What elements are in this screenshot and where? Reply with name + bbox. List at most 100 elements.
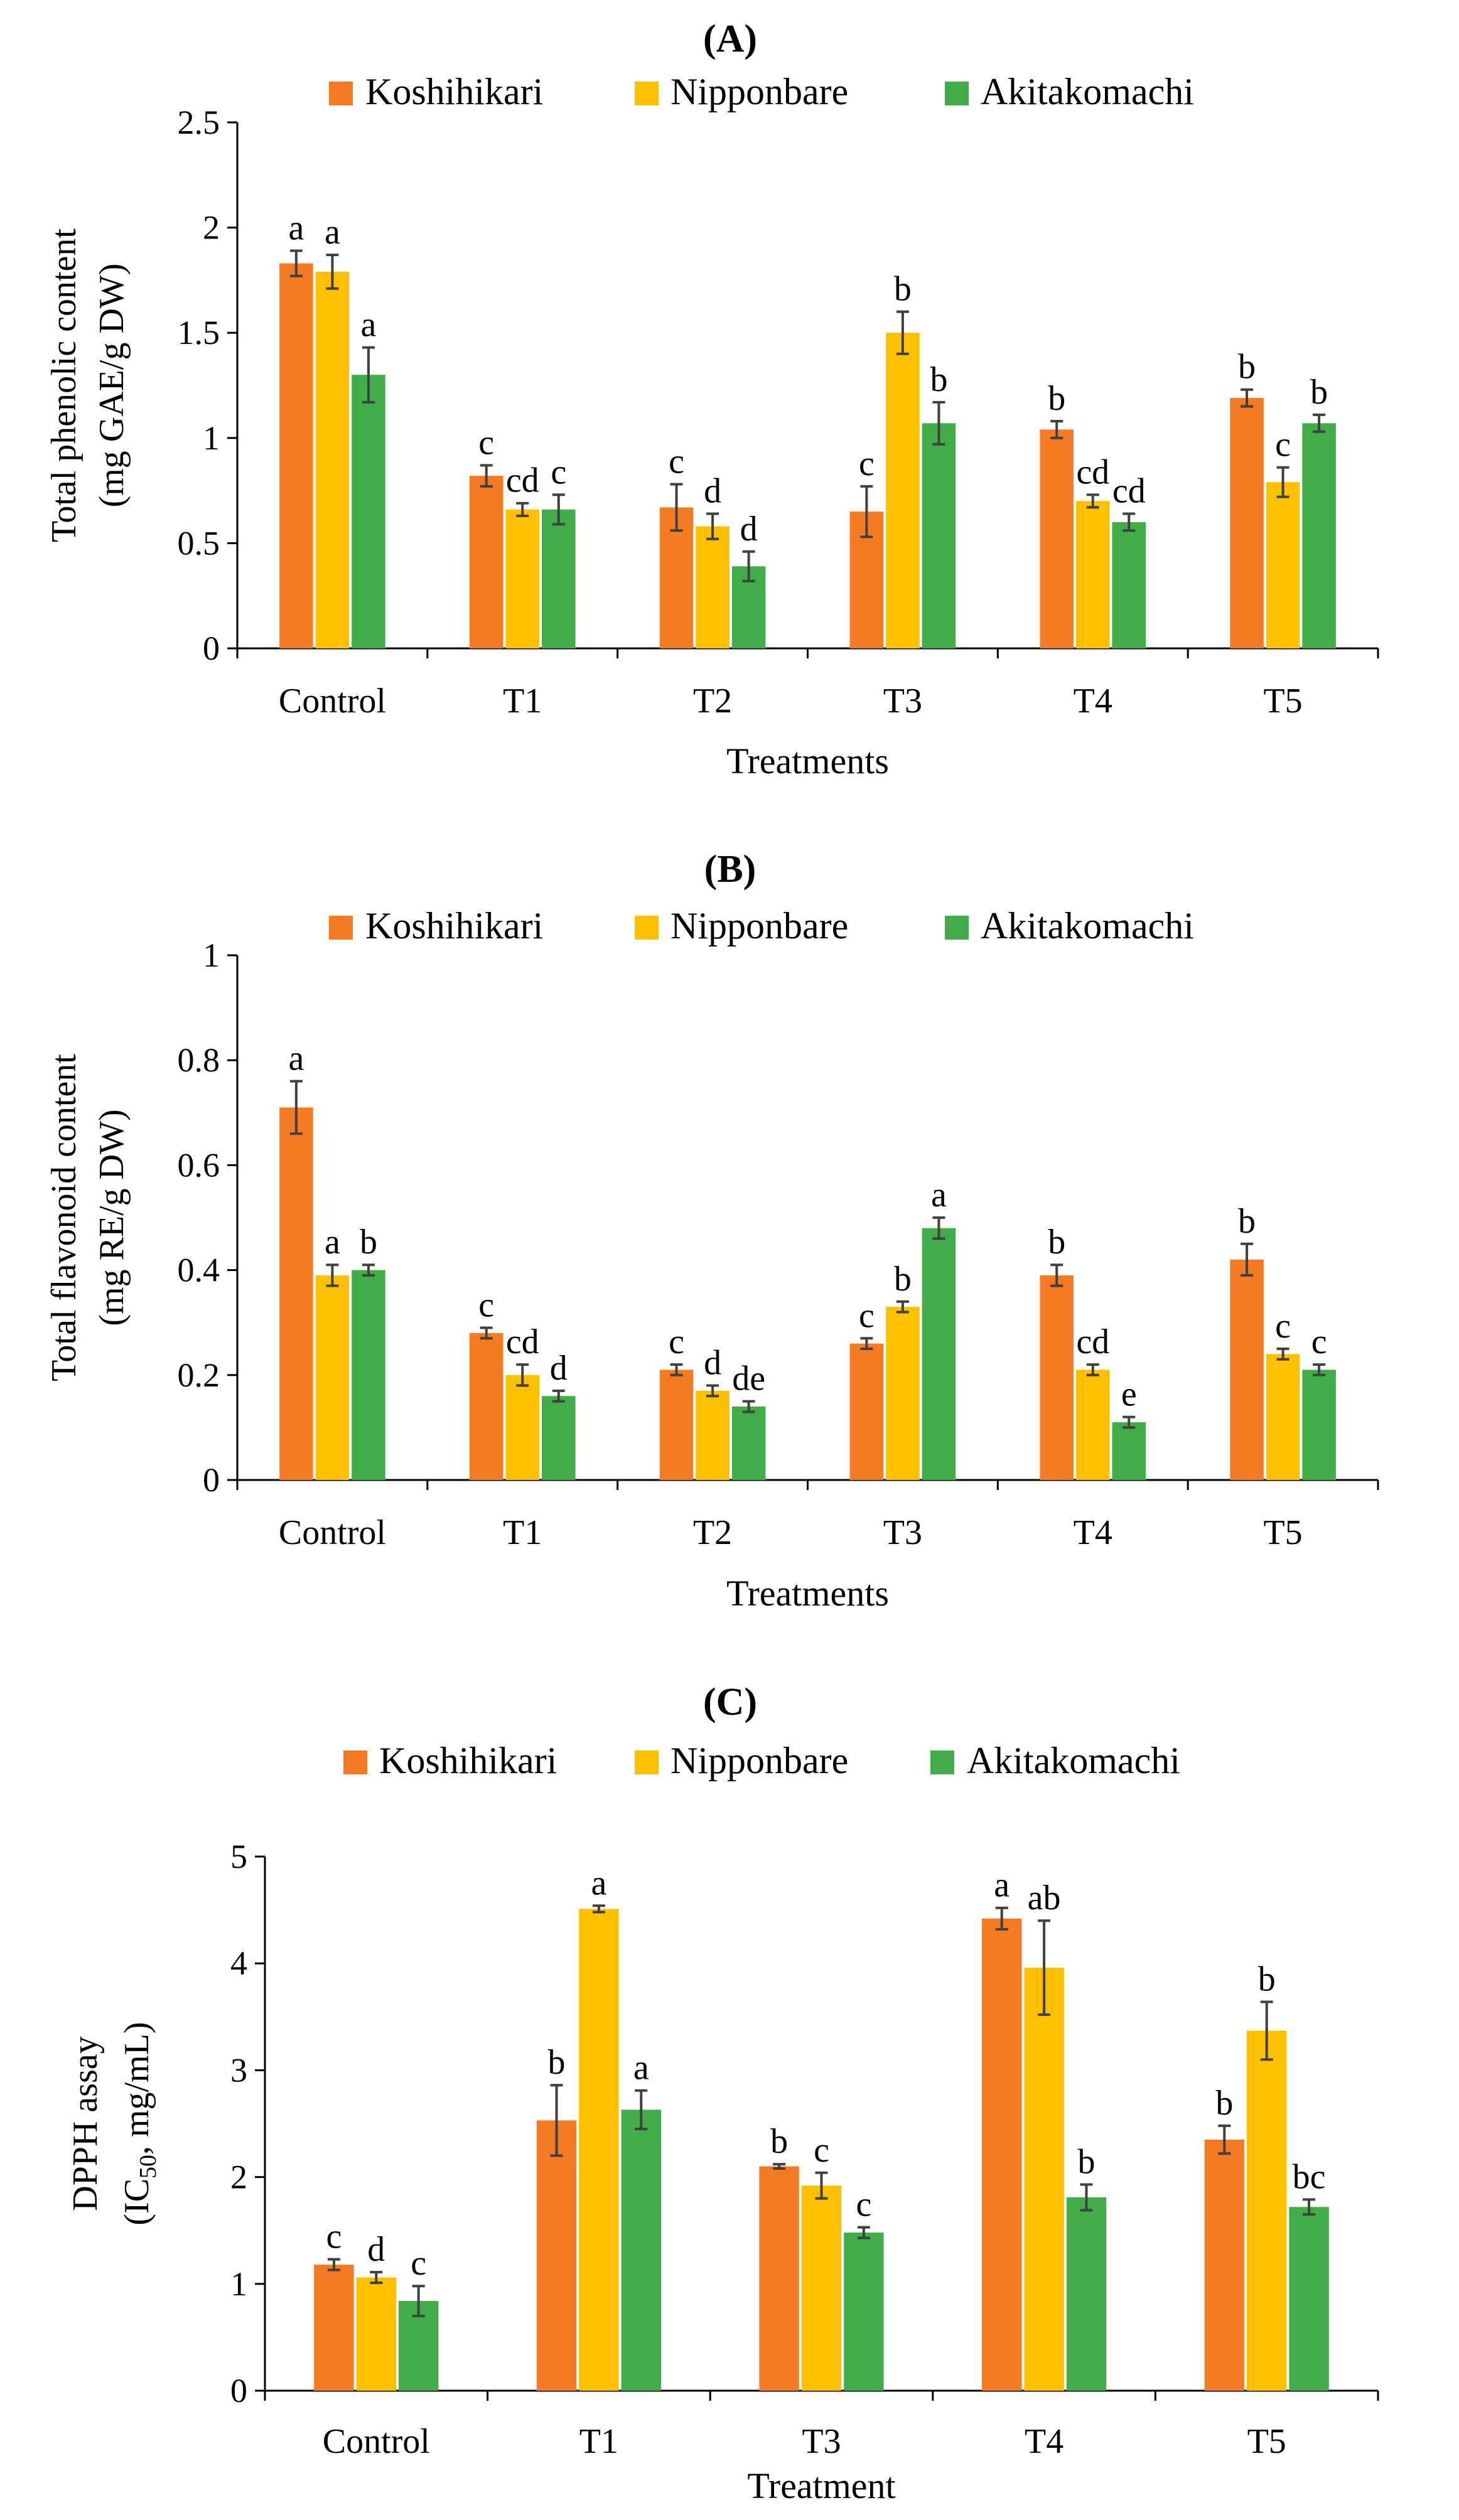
bar-akitakomachi-t3 [922, 423, 956, 648]
legend-label-koshihikari: Koshihikari [365, 905, 543, 946]
legend-label-koshihikari: Koshihikari [379, 1740, 557, 1781]
significance-letter: c [326, 2217, 342, 2256]
y-axis-label-line2: (IC50, mg/mL) [117, 2022, 161, 2225]
bar-akitakomachi-t4 [1112, 522, 1146, 648]
legend-swatch-nipponbare [635, 1751, 659, 1774]
x-tick-label: T1 [579, 2422, 618, 2461]
bar-koshihikari-control [314, 2265, 354, 2391]
bar-koshihikari-t3 [759, 2166, 799, 2391]
x-tick-label: T1 [503, 682, 542, 721]
bar-koshihikari-t4 [1040, 1275, 1074, 1480]
significance-letter: d [704, 1344, 721, 1383]
x-axis-label: Treatment [747, 2465, 895, 2506]
bar-nipponbare-t4 [1075, 501, 1110, 648]
bar-nipponbare-t5 [1266, 1354, 1300, 1480]
y-tick-label: 1 [203, 936, 220, 974]
x-tick-label: T5 [1263, 1513, 1302, 1552]
significance-letter: c [478, 1286, 494, 1325]
significance-letter: d [740, 510, 758, 549]
bar-akitakomachi-t3 [922, 1228, 956, 1480]
legend-label-akitakomachi: Akitakomachi [981, 905, 1194, 946]
chart-title: (A) [703, 18, 757, 60]
bar-akitakomachi-t5 [1302, 1370, 1336, 1480]
legend-swatch-akitakomachi [930, 1751, 954, 1774]
y-tick-label: 0 [203, 1461, 220, 1499]
significance-letter: c [478, 423, 494, 462]
bar-nipponbare-t3 [886, 1307, 920, 1480]
bar-nipponbare-t5 [1247, 2030, 1287, 2391]
bar-akitakomachi-t5 [1289, 2207, 1329, 2391]
bar-koshihikari-control [279, 1107, 313, 1480]
significance-letter: a [288, 208, 304, 247]
significance-letter: c [1275, 1307, 1291, 1346]
significance-letter: d [704, 471, 721, 510]
significance-letter: a [361, 306, 377, 345]
bar-nipponbare-t3 [886, 333, 920, 648]
significance-letter: e [1121, 1375, 1137, 1414]
significance-letter: cd [1112, 471, 1146, 510]
significance-letter: c [411, 2244, 426, 2283]
bar-akitakomachi-t3 [844, 2233, 884, 2391]
significance-letter: a [633, 2049, 649, 2088]
significance-letter: cd [1076, 453, 1109, 491]
bar-akitakomachi-control [352, 1270, 385, 1480]
y-axis-label-subscript: 50 [135, 2155, 161, 2179]
bar-koshihikari-t5 [1230, 398, 1264, 648]
significance-letter: ab [1028, 1879, 1061, 1917]
x-tick-label: T3 [802, 2422, 841, 2461]
significance-letter: a [325, 213, 340, 252]
y-axis-label-line2: (mg GAE/g DW) [92, 264, 131, 508]
significance-letter: c [669, 442, 684, 481]
y-tick-label: 0.2 [178, 1356, 220, 1394]
y-axis-label-part: , mg/mL) [117, 2022, 156, 2155]
significance-letter: c [1311, 1322, 1327, 1361]
significance-letter: b [1310, 373, 1328, 412]
significance-letter: c [669, 1322, 684, 1361]
x-tick-label: T5 [1263, 682, 1302, 721]
significance-letter: cd [1076, 1322, 1109, 1361]
x-tick-label: T4 [1074, 1513, 1112, 1552]
bar-koshihikari-t1 [469, 1332, 503, 1480]
bar-akitakomachi-t1 [621, 2110, 661, 2391]
significance-letter: b [894, 270, 912, 309]
y-tick-label: 1.5 [178, 314, 220, 351]
significance-letter: b [894, 1260, 912, 1299]
x-tick-label: T3 [883, 682, 922, 721]
y-tick-label: 1 [230, 2265, 247, 2303]
bar-koshihikari-t5 [1204, 2140, 1245, 2391]
y-tick-label: 5 [230, 1838, 247, 1875]
chart-title: (C) [703, 1681, 757, 1724]
chart-title: (B) [704, 848, 756, 891]
bar-nipponbare-control [356, 2277, 396, 2391]
bar-koshihikari-t1 [536, 2120, 577, 2391]
x-tick-label: T4 [1074, 682, 1112, 721]
bar-koshihikari-t3 [849, 1343, 884, 1480]
x-tick-label: T3 [883, 1513, 922, 1552]
significance-letter: b [1048, 379, 1065, 418]
x-tick-label: T2 [693, 682, 732, 721]
bar-nipponbare-t1 [505, 1375, 540, 1480]
bar-nipponbare-t3 [801, 2185, 842, 2391]
bar-koshihikari-control [279, 263, 313, 649]
significance-letter: c [859, 1296, 875, 1335]
y-tick-label: 0 [203, 630, 220, 667]
y-tick-label: 0.8 [178, 1041, 220, 1079]
panel-c: (C) Koshihikari Nipponbare Akitakomachi 0 1 2 3… [66, 1681, 1379, 2506]
legend-swatch-nipponbare [635, 82, 659, 105]
bar-akitakomachi-t1 [542, 509, 576, 648]
significance-letter: de [732, 1359, 765, 1398]
y-tick-label: 0.5 [178, 524, 220, 562]
bar-nipponbare-t4 [1024, 1968, 1064, 2391]
x-tick-label: Control [323, 2422, 430, 2461]
legend-label-akitakomachi: Akitakomachi [967, 1740, 1180, 1781]
x-tick-label: T4 [1025, 2422, 1063, 2461]
significance-letter: d [550, 1349, 568, 1388]
y-axis-label-line2: (mg RE/g DW) [92, 1109, 131, 1326]
legend-swatch-nipponbare [635, 916, 659, 940]
y-axis-label-part: (IC [117, 2179, 156, 2226]
y-tick-label: 4 [230, 1944, 247, 1982]
legend-swatch-akitakomachi [945, 916, 969, 940]
x-tick-label: Control [279, 1513, 386, 1552]
legend-swatch-koshihikari [329, 916, 353, 940]
significance-letter: b [1238, 1202, 1256, 1241]
